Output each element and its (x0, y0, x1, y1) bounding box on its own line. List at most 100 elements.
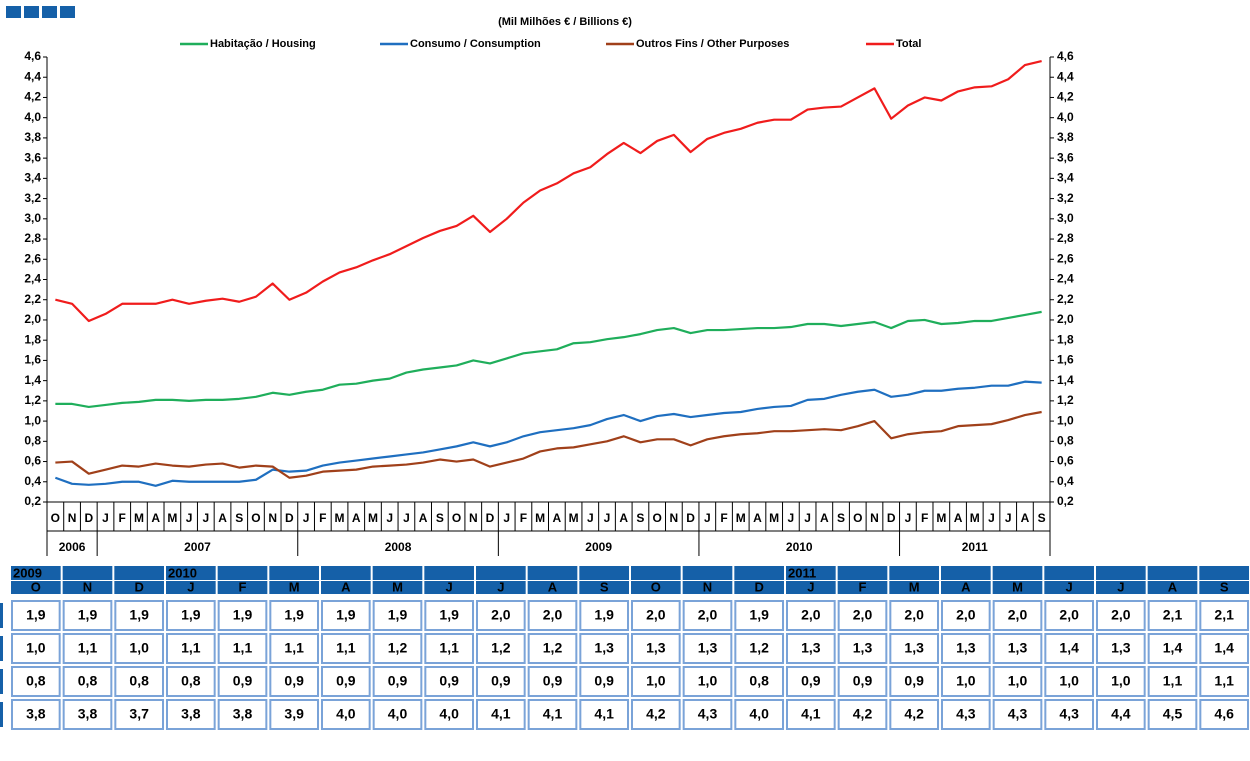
table-year-cell (527, 566, 578, 580)
table-value: 0,8 (78, 673, 98, 689)
table-month: F (859, 579, 867, 594)
table-value: 4,2 (904, 706, 924, 722)
table-cell (837, 666, 888, 697)
x-tick-label: J (102, 511, 109, 525)
row-edge (0, 603, 3, 628)
year-label: 2011 (962, 540, 988, 554)
y-tick-label: 0,2 (24, 494, 41, 508)
x-tick-label: O (452, 511, 461, 525)
year-label: 2007 (184, 540, 211, 554)
y2-tick-label: 1,8 (1057, 332, 1074, 346)
table-value: 1,3 (853, 640, 873, 656)
x-tick-label: A (553, 511, 562, 525)
table-cell (734, 666, 784, 697)
x-tick-label: A (619, 511, 628, 525)
table-cell (682, 600, 733, 631)
table-year-cell (631, 566, 681, 580)
table-value: 1,9 (78, 607, 98, 623)
y2-tick-label: 2,0 (1057, 312, 1074, 326)
table-cell (1147, 600, 1198, 631)
table-cell (579, 666, 629, 697)
x-tick-label: D (686, 511, 695, 525)
table-value: 1,2 (543, 640, 563, 656)
y-tick-label: 3,6 (24, 150, 41, 164)
table-month-cell (992, 581, 1043, 594)
table-month: D (754, 579, 763, 594)
table-value: 0,9 (491, 673, 511, 689)
table-cell (1044, 600, 1095, 631)
table-value: 4,4 (1111, 706, 1131, 722)
table-month: M (1012, 579, 1023, 594)
table-value: 0,9 (801, 673, 821, 689)
table-cell (269, 666, 320, 697)
table-year-cell (166, 566, 216, 580)
table-year-cell (837, 566, 888, 580)
table-value: 3,7 (129, 706, 149, 722)
table-value: 1,9 (233, 607, 253, 623)
table-value: 1,0 (1008, 673, 1028, 689)
table-month-cell (62, 581, 113, 594)
x-tick-label: F (319, 511, 326, 525)
year-label: 2008 (385, 540, 412, 554)
table-value: 1,0 (698, 673, 718, 689)
table-value: 4,3 (1059, 706, 1079, 722)
series-line (55, 310, 1042, 409)
table-year-cell (217, 566, 268, 580)
table-cell (1096, 699, 1146, 730)
table-month-cell (321, 581, 371, 594)
table-cell (1044, 633, 1095, 664)
table-month: A (961, 579, 971, 594)
x-tick-label: S (235, 511, 243, 525)
table-month: S (1220, 579, 1229, 594)
table-value: 1,0 (26, 640, 46, 656)
table-cell (941, 666, 991, 697)
table-value: 2,0 (543, 607, 563, 623)
x-tick-label: O (652, 511, 661, 525)
table-value: 4,1 (801, 706, 821, 722)
x-tick-label: J (186, 511, 193, 525)
table-month-cell (11, 581, 61, 594)
x-tick-label: A (1021, 511, 1030, 525)
logo-block (6, 6, 21, 18)
table-value: 1,1 (284, 640, 304, 656)
y-tick-label: 2,6 (24, 251, 41, 265)
y-tick-label: 0,4 (24, 474, 41, 488)
table-cell (1096, 666, 1146, 697)
series-line (55, 59, 1042, 323)
table-year-cell (579, 566, 629, 580)
y2-tick-label: 3,0 (1057, 211, 1074, 225)
table-cell (166, 600, 216, 631)
table-month: A (1168, 579, 1178, 594)
y-tick-label: 2,8 (24, 231, 41, 245)
table-value: 2,1 (1214, 607, 1234, 623)
table-year-cell (734, 566, 784, 580)
table-cell (269, 699, 320, 730)
y2-tick-label: 3,6 (1057, 150, 1074, 164)
x-tick-label: N (469, 511, 478, 525)
x-tick-label: M (569, 511, 579, 525)
table-cell (62, 600, 113, 631)
x-tick-label: F (119, 511, 126, 525)
y2-tick-label: 1,6 (1057, 353, 1074, 367)
y-tick-label: 0,6 (24, 454, 41, 468)
series-line (54, 380, 1042, 487)
table-month: O (651, 579, 661, 594)
x-tick-label: A (151, 511, 160, 525)
table-cell (941, 633, 991, 664)
table-cell (992, 600, 1043, 631)
table-value: 1,1 (1163, 673, 1183, 689)
table-cell (321, 699, 371, 730)
x-tick-label: J (503, 511, 510, 525)
x-tick-label: N (870, 511, 879, 525)
table-month-cell (166, 581, 216, 594)
x-tick-label: M (535, 511, 545, 525)
table-month-cell (424, 581, 474, 594)
table-cell (1199, 666, 1250, 697)
table-value: 0,9 (904, 673, 924, 689)
table-month: J (1066, 579, 1073, 594)
legend-label: Consumo / Consumption (410, 38, 541, 50)
table-year-cell (1199, 566, 1249, 580)
table-value: 2,0 (1008, 607, 1028, 623)
x-tick-label: J (386, 511, 393, 525)
table-value: 3,8 (26, 706, 46, 722)
